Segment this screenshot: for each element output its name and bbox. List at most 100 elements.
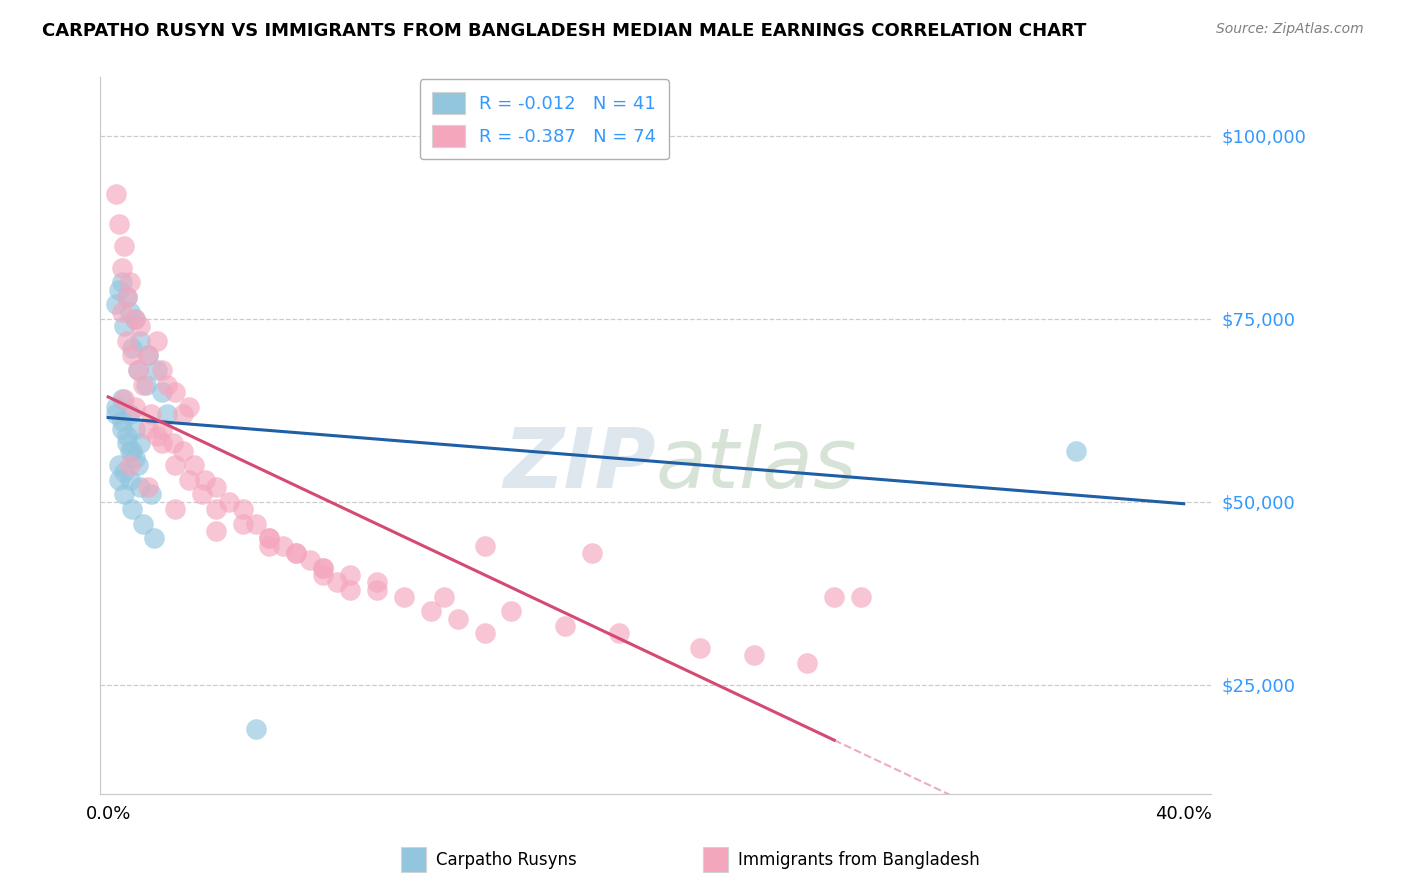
Point xyxy=(285,546,308,560)
Point xyxy=(392,590,415,604)
Point xyxy=(129,319,152,334)
Point xyxy=(115,290,138,304)
Point xyxy=(145,334,167,348)
Point xyxy=(742,648,765,663)
Point xyxy=(150,421,173,435)
Point xyxy=(204,524,226,538)
Point xyxy=(105,400,128,414)
Point xyxy=(245,516,267,531)
Point xyxy=(366,575,388,590)
Point xyxy=(118,443,141,458)
Point xyxy=(474,626,496,640)
Text: Source: ZipAtlas.com: Source: ZipAtlas.com xyxy=(1216,22,1364,37)
Point xyxy=(121,502,143,516)
Point xyxy=(156,407,179,421)
Point xyxy=(1064,443,1087,458)
Point xyxy=(112,319,135,334)
Point xyxy=(165,502,187,516)
Point xyxy=(108,458,131,472)
Point xyxy=(121,341,143,355)
Point xyxy=(823,590,845,604)
Point xyxy=(112,466,135,480)
Point xyxy=(145,363,167,377)
Legend: R = -0.012   N = 41, R = -0.387   N = 74: R = -0.012 N = 41, R = -0.387 N = 74 xyxy=(419,79,669,160)
Text: Carpatho Rusyns: Carpatho Rusyns xyxy=(436,851,576,869)
Point xyxy=(118,304,141,318)
Point xyxy=(194,473,217,487)
Point xyxy=(232,516,254,531)
Text: CARPATHO RUSYN VS IMMIGRANTS FROM BANGLADESH MEDIAN MALE EARNINGS CORRELATION CH: CARPATHO RUSYN VS IMMIGRANTS FROM BANGLA… xyxy=(42,22,1087,40)
Point xyxy=(165,458,187,472)
Point xyxy=(501,605,523,619)
Point xyxy=(124,311,146,326)
Point xyxy=(172,443,194,458)
Point xyxy=(141,407,163,421)
Point xyxy=(339,568,361,582)
Point xyxy=(150,363,173,377)
Point xyxy=(150,384,173,399)
Point xyxy=(312,560,335,574)
Point xyxy=(325,575,347,590)
Point xyxy=(135,377,157,392)
Point xyxy=(118,275,141,289)
Point xyxy=(172,407,194,421)
Point xyxy=(204,502,226,516)
Point xyxy=(419,605,441,619)
Point xyxy=(127,458,149,472)
Point xyxy=(298,553,321,567)
Point xyxy=(232,502,254,516)
Point xyxy=(138,348,160,362)
Point xyxy=(165,384,187,399)
Point xyxy=(796,656,818,670)
Point xyxy=(110,275,132,289)
Point xyxy=(689,641,711,656)
Point xyxy=(177,473,200,487)
Point xyxy=(121,348,143,362)
Point xyxy=(129,334,152,348)
Point xyxy=(115,290,138,304)
Point xyxy=(115,334,138,348)
Point xyxy=(271,539,294,553)
Point xyxy=(285,546,308,560)
Point xyxy=(183,458,205,472)
Point xyxy=(145,429,167,443)
Point xyxy=(191,487,214,501)
Point xyxy=(124,450,146,465)
Point xyxy=(581,546,603,560)
Point xyxy=(156,377,179,392)
Point xyxy=(127,363,149,377)
Point xyxy=(115,429,138,443)
Point xyxy=(132,377,155,392)
Point xyxy=(132,516,155,531)
Point xyxy=(138,421,160,435)
Text: ZIP: ZIP xyxy=(503,424,655,505)
Point xyxy=(112,392,135,407)
Point xyxy=(124,400,146,414)
Point xyxy=(118,458,141,472)
Point xyxy=(162,436,184,450)
Point xyxy=(105,297,128,311)
Point xyxy=(849,590,872,604)
Text: Immigrants from Bangladesh: Immigrants from Bangladesh xyxy=(738,851,980,869)
Point xyxy=(112,487,135,501)
Point xyxy=(339,582,361,597)
Point xyxy=(259,532,281,546)
Point xyxy=(118,473,141,487)
Point xyxy=(177,400,200,414)
Point xyxy=(142,532,165,546)
Point xyxy=(433,590,456,604)
Point xyxy=(554,619,576,633)
Point xyxy=(150,436,173,450)
Point xyxy=(127,363,149,377)
Point xyxy=(112,238,135,252)
Text: atlas: atlas xyxy=(655,424,858,505)
Point xyxy=(115,436,138,450)
Point xyxy=(110,421,132,435)
Point xyxy=(110,414,132,428)
Point xyxy=(366,582,388,597)
Point xyxy=(124,311,146,326)
Point xyxy=(141,487,163,501)
Point xyxy=(105,187,128,202)
Point xyxy=(110,392,132,407)
Point xyxy=(138,348,160,362)
